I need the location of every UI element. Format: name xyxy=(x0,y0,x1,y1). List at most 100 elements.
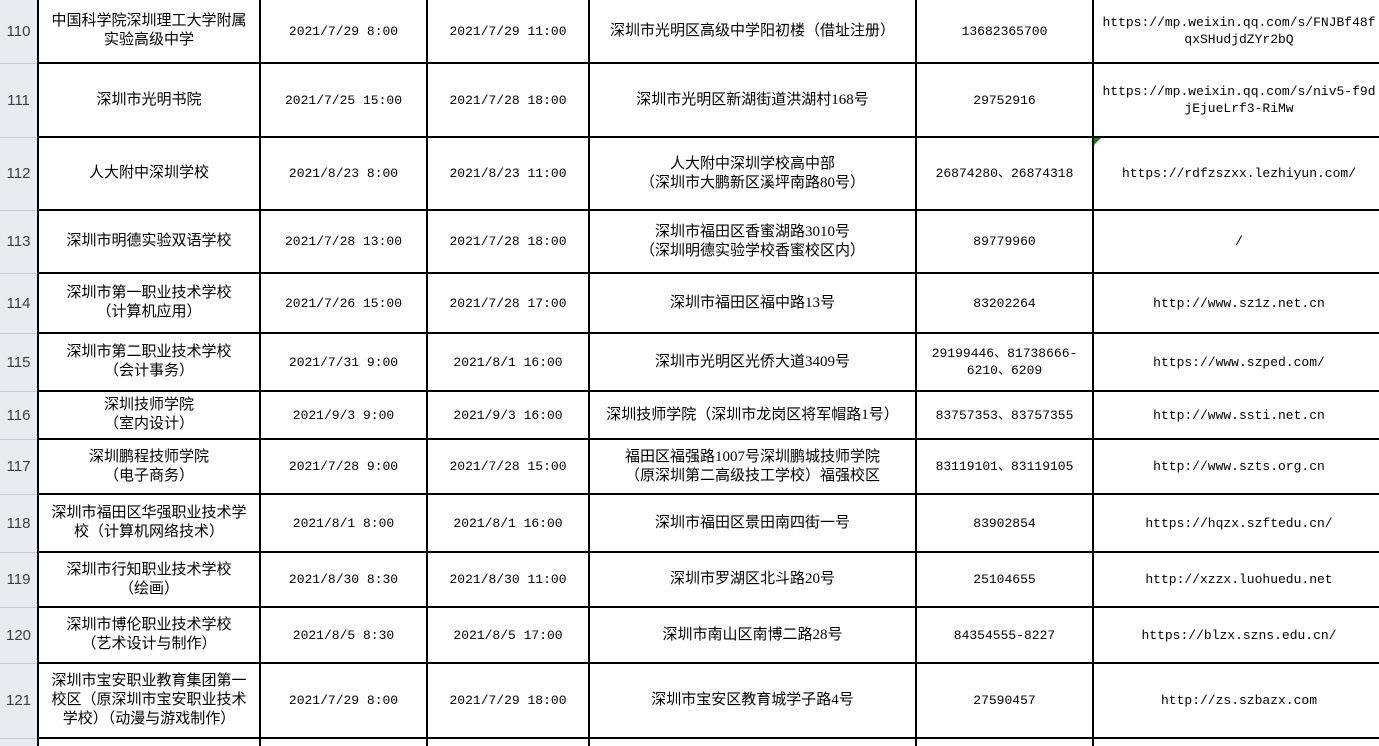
start-time-cell[interactable]: 2021/7/28 13:00 xyxy=(259,209,428,274)
end-time-cell[interactable] xyxy=(426,737,590,746)
start-time-cell[interactable]: 2021/7/31 9:00 xyxy=(259,332,428,392)
end-time-cell[interactable]: 2021/8/23 11:00 xyxy=(426,136,590,211)
start-time-cell[interactable]: 2021/8/5 8:30 xyxy=(259,606,428,664)
address-cell[interactable]: 深圳市南山区南博二路28号 xyxy=(588,606,917,664)
school-name-cell[interactable]: 深圳市第一职业技术学校 （计算机应用） xyxy=(37,272,261,334)
url-cell[interactable] xyxy=(1092,737,1379,746)
phone-cell[interactable]: 83902854 xyxy=(915,493,1094,553)
phone-cell[interactable] xyxy=(915,737,1094,746)
school-name-cell[interactable]: 深圳鹏程技师学院 （电子商务） xyxy=(37,438,261,495)
start-time-cell[interactable]: 2021/7/28 9:00 xyxy=(259,438,428,495)
phone-cell[interactable]: 26874280、26874318 xyxy=(915,136,1094,211)
end-time-cell[interactable]: 2021/8/30 11:00 xyxy=(426,551,590,608)
phone-cell[interactable]: 83202264 xyxy=(915,272,1094,334)
end-time-cell[interactable]: 2021/7/28 17:00 xyxy=(426,272,590,334)
url-cell[interactable]: http://zs.szbazx.com xyxy=(1092,662,1379,739)
phone-cell[interactable]: 84354555-8227 xyxy=(915,606,1094,664)
school-name-cell[interactable]: 深圳市福田区华强职业技术学校（计算机网络技术） xyxy=(37,493,261,553)
row-header[interactable]: 114 xyxy=(0,273,38,334)
start-time-cell[interactable]: 2021/9/3 9:00 xyxy=(259,390,428,440)
phone-cell[interactable]: 13682365700 xyxy=(915,0,1094,64)
row-header[interactable]: 117 xyxy=(0,439,38,495)
url-cell[interactable]: https://blzx.szns.edu.cn/ xyxy=(1092,606,1379,664)
row-header[interactable]: 110 xyxy=(0,0,38,64)
phone-cell[interactable]: 29752916 xyxy=(915,62,1094,138)
url-cell[interactable]: https://mp.weixin.qq.com/s/FNJBf48fqxSHu… xyxy=(1092,0,1379,64)
end-time-cell[interactable]: 2021/7/29 11:00 xyxy=(426,0,590,64)
start-time-cell[interactable] xyxy=(259,737,428,746)
school-name-cell[interactable]: 中国科学院深圳理工大学附属实验高级中学 xyxy=(37,0,261,64)
address-cell[interactable]: 深圳市光明区新湖街道洪湖村168号 xyxy=(588,62,917,138)
end-time-cell[interactable]: 2021/7/28 18:00 xyxy=(426,62,590,138)
address-cell[interactable]: 人大附中深圳学校高中部 （深圳市大鹏新区溪坪南路80号） xyxy=(588,136,917,211)
end-time-cell[interactable]: 2021/7/28 15:00 xyxy=(426,438,590,495)
address-cell[interactable]: 深圳技师学院（深圳市龙岗区将军帽路1号） xyxy=(588,390,917,440)
end-time-cell[interactable]: 2021/8/1 16:00 xyxy=(426,332,590,392)
start-time-cell[interactable]: 2021/8/30 8:30 xyxy=(259,551,428,608)
table-row: 110 中国科学院深圳理工大学附属实验高级中学 2021/7/29 8:00 2… xyxy=(0,0,1379,64)
url-cell[interactable]: http://www.ssti.net.cn xyxy=(1092,390,1379,440)
start-time-cell[interactable]: 2021/8/23 8:00 xyxy=(259,136,428,211)
address-cell[interactable]: 深圳市福田区香蜜湖路3010号 （深圳明德实验学校香蜜校区内） xyxy=(588,209,917,274)
address-cell[interactable]: 深圳市光明区高级中学阳初楼（借址注册） xyxy=(588,0,917,64)
start-time-cell[interactable]: 2021/7/29 8:00 xyxy=(259,0,428,64)
table-row: 113 深圳市明德实验双语学校 2021/7/28 13:00 2021/7/2… xyxy=(0,209,1379,274)
row-header[interactable]: 118 xyxy=(0,494,38,553)
school-name-cell[interactable]: 人大附中深圳学校 xyxy=(37,136,261,211)
end-time-cell[interactable]: 2021/7/29 18:00 xyxy=(426,662,590,739)
phone-cell[interactable]: 89779960 xyxy=(915,209,1094,274)
row-header[interactable]: 116 xyxy=(0,391,38,440)
url-cell[interactable]: / xyxy=(1092,209,1379,274)
school-name-cell[interactable]: 深圳市第二职业技术学校 （会计事务） xyxy=(37,332,261,392)
row-header[interactable]: 115 xyxy=(0,333,38,392)
table-row: 114 深圳市第一职业技术学校 （计算机应用） 2021/7/26 15:00 … xyxy=(0,272,1379,334)
phone-cell[interactable]: 29199446、81738666-6210、6209 xyxy=(915,332,1094,392)
address-cell[interactable]: 深圳市福田区福中路13号 xyxy=(588,272,917,334)
address-cell[interactable]: 深圳市光明区光侨大道3409号 xyxy=(588,332,917,392)
row-header[interactable]: 113 xyxy=(0,210,38,274)
row-header[interactable] xyxy=(0,738,38,746)
start-time-cell[interactable]: 2021/8/1 8:00 xyxy=(259,493,428,553)
end-time-cell[interactable]: 2021/8/1 16:00 xyxy=(426,493,590,553)
url-cell[interactable]: https://rdfzszxx.lezhiyun.com/ xyxy=(1092,136,1379,211)
address-cell[interactable]: 深圳市宝安区教育城学子路4号 xyxy=(588,662,917,739)
row-header[interactable]: 112 xyxy=(0,137,38,211)
phone-cell[interactable]: 25104655 xyxy=(915,551,1094,608)
start-time-cell[interactable]: 2021/7/29 8:00 xyxy=(259,662,428,739)
address-cell[interactable]: 深圳市罗湖区北斗路20号 xyxy=(588,551,917,608)
start-time-cell[interactable]: 2021/7/26 15:00 xyxy=(259,272,428,334)
url-cell[interactable]: http://www.sz1z.net.cn xyxy=(1092,272,1379,334)
phone-cell[interactable]: 27590457 xyxy=(915,662,1094,739)
row-header[interactable]: 111 xyxy=(0,63,38,138)
table-row: 115 深圳市第二职业技术学校 （会计事务） 2021/7/31 9:00 20… xyxy=(0,332,1379,392)
school-name-cell[interactable]: 深圳市行知职业技术学校 （绘画） xyxy=(37,551,261,608)
table-row xyxy=(0,737,1379,746)
url-cell[interactable]: https://mp.weixin.qq.com/s/niv5-f9djEjue… xyxy=(1092,62,1379,138)
phone-cell[interactable]: 83757353、83757355 xyxy=(915,390,1094,440)
school-name-cell[interactable]: 深圳市博伦职业技术学校 （艺术设计与制作） xyxy=(37,606,261,664)
row-header[interactable]: 121 xyxy=(0,663,38,739)
url-cell[interactable]: http://www.szts.org.cn xyxy=(1092,438,1379,495)
table-row: 112 人大附中深圳学校 2021/8/23 8:00 2021/8/23 11… xyxy=(0,136,1379,211)
school-name-cell[interactable]: 深圳市明德实验双语学校 xyxy=(37,209,261,274)
address-cell[interactable] xyxy=(588,737,917,746)
school-name-cell[interactable]: 深圳市光明书院 xyxy=(37,62,261,138)
end-time-cell[interactable]: 2021/9/3 16:00 xyxy=(426,390,590,440)
phone-cell[interactable]: 83119101、83119105 xyxy=(915,438,1094,495)
address-cell[interactable]: 深圳市福田区景田南四街一号 xyxy=(588,493,917,553)
url-cell[interactable]: https://hqzx.szftedu.cn/ xyxy=(1092,493,1379,553)
row-header[interactable]: 119 xyxy=(0,552,38,608)
table-row: 118 深圳市福田区华强职业技术学校（计算机网络技术） 2021/8/1 8:0… xyxy=(0,493,1379,553)
school-name-cell[interactable]: 深圳市宝安职业教育集团第一校区（原深圳市宝安职业技术学校）（动漫与游戏制作） xyxy=(37,662,261,739)
school-name-cell[interactable] xyxy=(37,737,261,746)
address-cell[interactable]: 福田区福强路1007号深圳鹏城技师学院 （原深圳第二高级技工学校）福强校区 xyxy=(588,438,917,495)
url-cell[interactable]: http://xzzx.luohuedu.net xyxy=(1092,551,1379,608)
url-cell[interactable]: https://www.szped.com/ xyxy=(1092,332,1379,392)
table-row: 120 深圳市博伦职业技术学校 （艺术设计与制作） 2021/8/5 8:30 … xyxy=(0,606,1379,664)
row-header[interactable]: 120 xyxy=(0,607,38,664)
school-name-cell[interactable]: 深圳技师学院 （室内设计） xyxy=(37,390,261,440)
start-time-cell[interactable]: 2021/7/25 15:00 xyxy=(259,62,428,138)
end-time-cell[interactable]: 2021/7/28 18:00 xyxy=(426,209,590,274)
end-time-cell[interactable]: 2021/8/5 17:00 xyxy=(426,606,590,664)
